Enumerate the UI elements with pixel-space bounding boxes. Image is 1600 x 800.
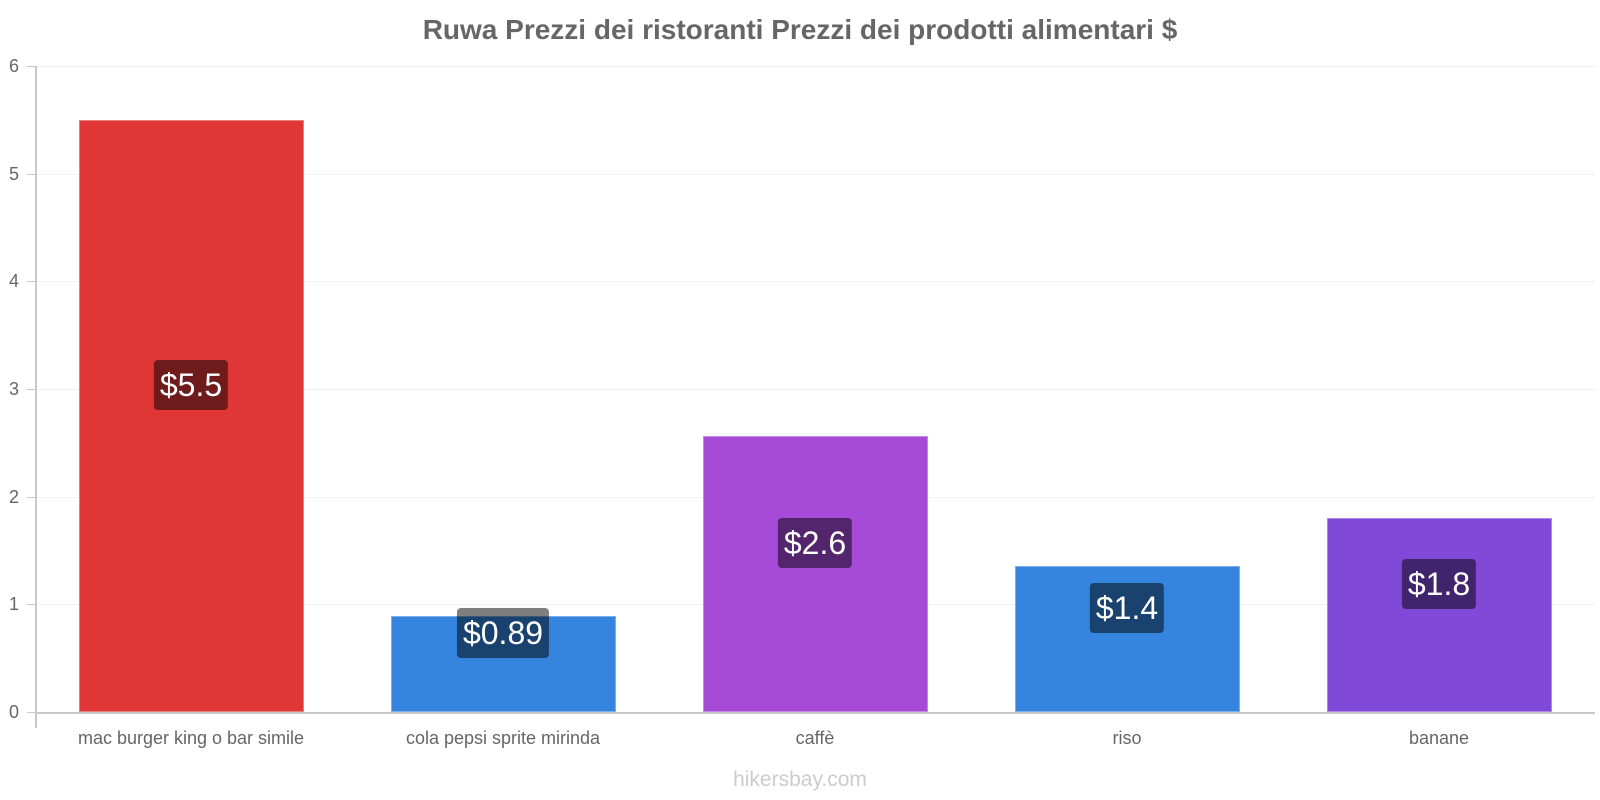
y-tick-label: 6 [8,56,19,76]
gridline [35,389,1595,390]
y-tick-mark [27,497,35,498]
gridline [35,66,1595,67]
bar-5[interactable] [1326,518,1552,712]
x-category-label: caffè [795,728,835,748]
gridline [35,174,1595,175]
x-category-label: banane [1408,728,1470,748]
x-category-label: riso [1112,728,1142,748]
x-axis [35,712,1595,714]
bar-3[interactable] [702,436,928,712]
bar-1[interactable] [78,119,304,712]
y-tick-mark [27,66,35,67]
bar-value-label: $5.5 [153,359,229,410]
y-axis [35,66,37,728]
y-tick-mark [27,604,35,605]
y-tick-label: 3 [8,379,19,399]
y-tick-label: 4 [8,271,19,291]
gridline [35,281,1595,282]
y-tick-mark [27,281,35,282]
x-category-label: mac burger king o bar simile [77,728,305,748]
y-tick-mark [27,174,35,175]
y-tick-label: 2 [8,487,19,507]
chart-title: Ruwa Prezzi dei ristoranti Prezzi dei pr… [422,14,1178,45]
y-tick-label: 1 [8,594,19,614]
watermark: hikersbay.com [733,768,867,791]
bar-value-label: $1.8 [1401,559,1477,610]
x-category-label: cola pepsi sprite mirinda [405,728,601,748]
y-tick-mark [27,712,35,713]
bar-value-label: $1.4 [1089,582,1165,633]
y-tick-label: 0 [8,702,19,722]
bar-value-label: $0.89 [456,608,550,659]
bar-value-label: $2.6 [777,518,853,569]
y-tick-mark [27,389,35,390]
y-tick-label: 5 [8,164,19,184]
